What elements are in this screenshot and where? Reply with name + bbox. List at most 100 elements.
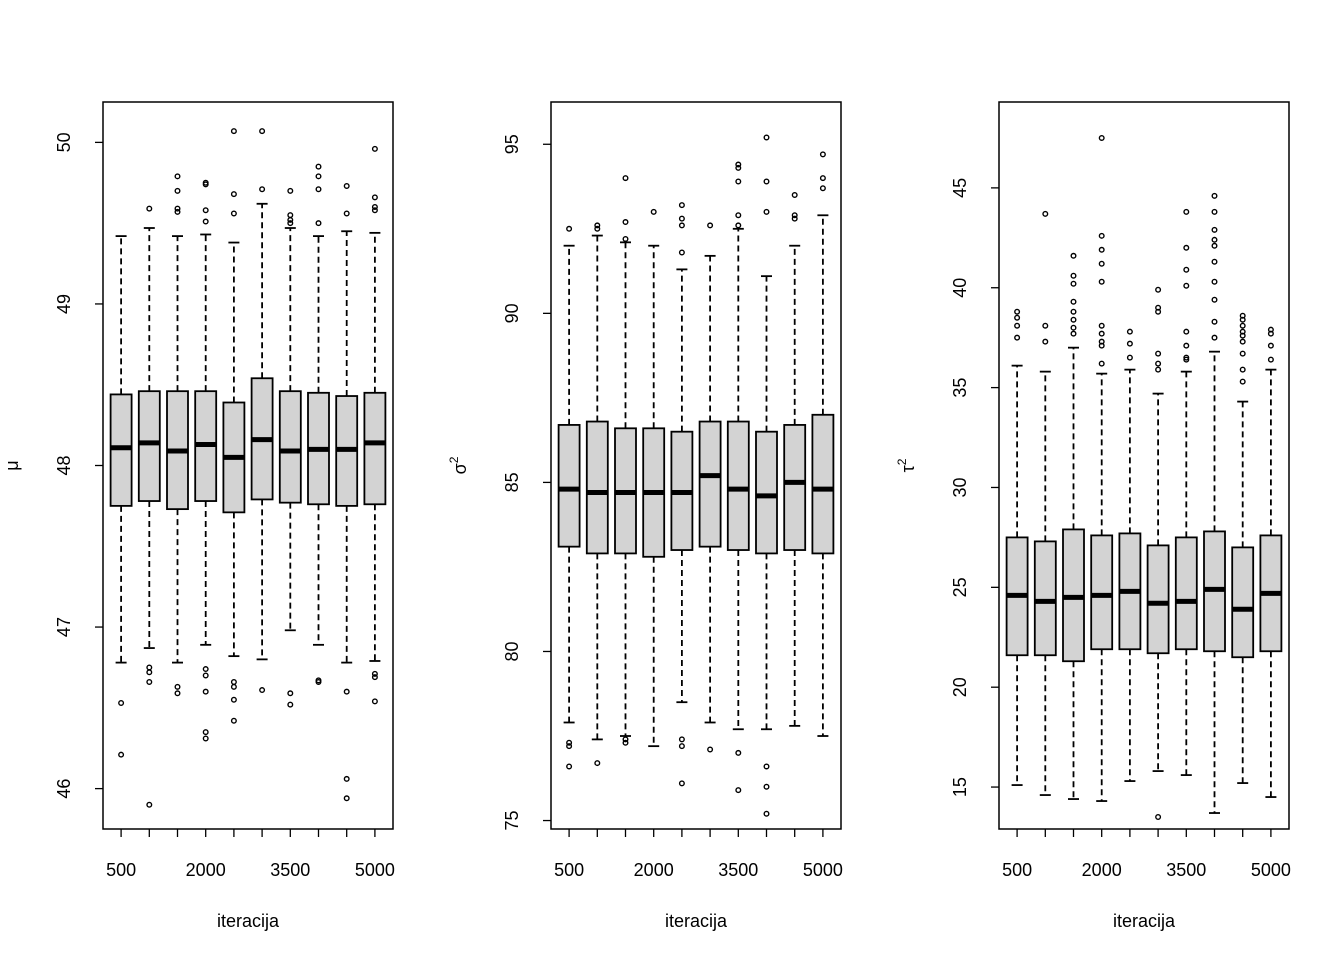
box-2000	[642, 208, 666, 748]
x-tick-label: 500	[106, 860, 136, 880]
box-1500	[614, 175, 637, 746]
box-3000	[250, 128, 274, 694]
chart-panel-1: 46 47 48 49 50 500 2000 3500 5000 iteracija μ	[2, 101, 395, 931]
box-2500	[222, 128, 246, 724]
box-iqr	[278, 390, 302, 504]
outlier-point	[735, 222, 742, 229]
outlier-point	[287, 690, 294, 697]
box-3500	[1174, 208, 1198, 776]
outlier-point	[371, 674, 378, 681]
y-axis-title: σ2	[447, 456, 470, 474]
outlier-point	[735, 787, 742, 794]
outlier-point	[1239, 350, 1246, 357]
chart-panel-3: 15 20 25 30 35 40 45 500 2000 3500 5000 iteracija τ2	[895, 101, 1291, 931]
outlier-point	[1239, 316, 1246, 323]
outlier-point	[202, 735, 209, 742]
outlier-point	[1211, 242, 1218, 249]
outlier-point	[650, 208, 657, 215]
outlier-point	[1155, 286, 1162, 293]
box-iqr	[137, 390, 161, 502]
outlier-point	[202, 218, 209, 225]
x-tick-label: 3500	[270, 860, 310, 880]
outlier-point	[118, 699, 125, 706]
y-axis-title: μ	[2, 460, 22, 470]
outlier-point	[174, 205, 181, 212]
outlier-point	[1014, 308, 1021, 315]
outlier-point	[371, 698, 378, 705]
outlier-point	[1098, 342, 1105, 349]
outlier-point	[1070, 308, 1077, 315]
outlier-point	[118, 751, 125, 758]
outlier-point	[678, 222, 685, 229]
outlier-point	[678, 249, 685, 256]
outlier-point	[678, 736, 685, 743]
outlier-point	[1211, 208, 1218, 215]
outlier-point	[707, 222, 714, 229]
x-tick-label: 5000	[803, 860, 843, 880]
outlier-point	[735, 749, 742, 756]
outlier-point	[1070, 324, 1077, 331]
outlier-point	[1098, 260, 1105, 267]
outlier-point	[287, 701, 294, 708]
box-iqr	[1174, 536, 1198, 651]
outlier-point	[1183, 342, 1190, 349]
outlier-point	[594, 760, 601, 767]
y-axis-title-superscript: 2	[447, 456, 461, 463]
outlier-point	[287, 187, 294, 194]
outlier-point	[763, 178, 770, 185]
outlier-point	[259, 186, 266, 193]
box-1000	[585, 222, 609, 767]
y-tick-label: 80	[502, 641, 522, 661]
outlier-point	[1155, 360, 1162, 367]
outlier-point	[1098, 278, 1105, 285]
outlier-point	[735, 178, 742, 185]
x-tick-label: 5000	[1251, 860, 1291, 880]
outlier-point	[1070, 252, 1077, 259]
outlier-point	[1211, 192, 1218, 199]
outlier-point	[146, 205, 153, 212]
outlier-point	[202, 207, 209, 214]
outlier-point	[287, 212, 294, 219]
box-2000	[194, 179, 218, 742]
outlier-point	[1070, 272, 1077, 279]
outlier-point	[1126, 328, 1133, 335]
box-3000	[1146, 286, 1170, 821]
outlier-point	[371, 194, 378, 201]
outlier-point	[1098, 232, 1105, 239]
outlier-point	[791, 215, 798, 222]
outlier-point	[174, 683, 181, 690]
outlier-point	[1211, 278, 1218, 285]
outlier-point	[1070, 298, 1077, 305]
y-tick-label: 30	[950, 477, 970, 497]
outlier-point	[230, 191, 237, 198]
outlier-point	[202, 666, 209, 673]
outlier-point	[1155, 366, 1162, 373]
outlier-point	[1183, 266, 1190, 273]
outlier-point	[1155, 350, 1162, 357]
outlier-point	[1070, 280, 1077, 287]
outlier-point	[678, 743, 685, 750]
box-2500	[670, 202, 694, 787]
box-iqr	[1033, 540, 1057, 657]
outlier-point	[1183, 354, 1190, 361]
outlier-point	[1183, 356, 1190, 363]
box-iqr	[811, 413, 835, 555]
y-tick-label: 49	[54, 294, 74, 314]
outlier-point	[566, 225, 573, 232]
outlier-point	[1239, 322, 1246, 329]
outlier-point	[594, 222, 601, 229]
outlier-point	[1239, 366, 1246, 373]
outlier-point	[315, 163, 322, 170]
chart-panel-2: 75 80 85 90 95 500 2000 3500 5000 iteracija σ2	[447, 101, 843, 931]
outlier-point	[1211, 318, 1218, 325]
outlier-point	[763, 134, 770, 141]
outlier-point	[566, 743, 573, 750]
box-2500	[1118, 328, 1142, 782]
x-axis-title: iteracija	[1113, 911, 1176, 931]
outlier-point	[1126, 354, 1133, 361]
outlier-point	[622, 739, 629, 746]
outlier-point	[1183, 282, 1190, 289]
x-axis-title: iteracija	[217, 911, 280, 931]
outlier-point	[1098, 330, 1105, 337]
